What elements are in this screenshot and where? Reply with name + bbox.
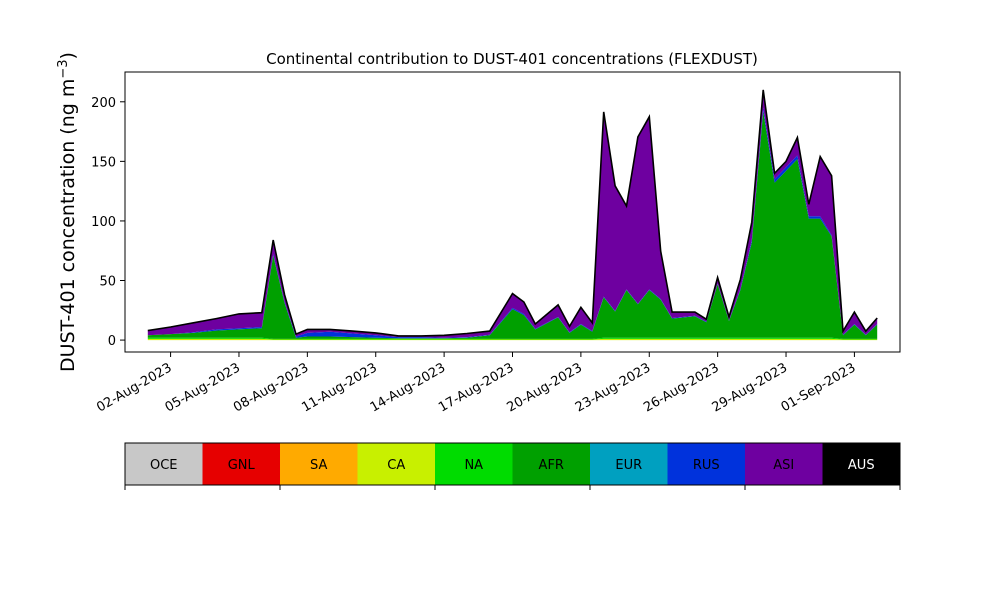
x-tick-label: 26-Aug-2023 — [641, 360, 721, 415]
legend-swatch-ca — [357, 443, 436, 485]
legend-label-gnl: GNL — [228, 458, 256, 473]
x-tick-label: 23-Aug-2023 — [573, 360, 653, 415]
x-tick-label: 11-Aug-2023 — [299, 360, 379, 415]
y-tick-label: 150 — [91, 155, 116, 170]
chart-title: Continental contribution to DUST-401 con… — [266, 50, 758, 68]
legend-label-sa: SA — [310, 458, 327, 473]
area-layers — [147, 89, 878, 341]
y-axis-label-main: DUST-401 concentration (ng m — [57, 79, 79, 372]
y-axis-label: DUST-401 concentration (ng m−3) — [56, 52, 79, 372]
legend: OCE GNL SA CA NA AFR EUR RUS ASI AUS — [124, 442, 901, 490]
legend-label-asi: ASI — [773, 458, 794, 473]
x-tick-label: 29-Aug-2023 — [710, 360, 790, 415]
legend-label-na: NA — [464, 458, 483, 473]
y-tick-label: 200 — [91, 96, 116, 111]
legend-swatch-oce — [125, 443, 203, 485]
area-afr — [147, 111, 878, 339]
legend-label-eur: EUR — [615, 458, 642, 473]
legend-swatch-aus — [822, 443, 901, 485]
x-tick-label: 02-Aug-2023 — [94, 360, 174, 415]
legend-label-ca: CA — [387, 458, 405, 473]
legend-frame — [124, 442, 901, 486]
x-tick-label: 08-Aug-2023 — [231, 360, 311, 415]
legend-label-rus: RUS — [693, 458, 720, 473]
legend-label-oce: OCE — [150, 458, 178, 473]
legend-swatch-sa — [280, 443, 358, 485]
y-tick-label: 0 — [108, 334, 116, 349]
area-na — [147, 337, 878, 340]
legend-swatch-gnl — [202, 443, 281, 485]
legend-label-aus: AUS — [848, 458, 875, 473]
x-axis: 02-Aug-202305-Aug-202308-Aug-202311-Aug-… — [94, 352, 858, 416]
x-tick-label: 05-Aug-2023 — [163, 360, 243, 415]
legend-swatch-rus — [667, 443, 746, 485]
legend-swatch-asi — [745, 443, 823, 485]
x-tick-label: 14-Aug-2023 — [368, 360, 448, 415]
plot-frame — [124, 71, 901, 353]
y-tick-label: 100 — [91, 215, 116, 230]
legend-label-afr: AFR — [539, 458, 564, 473]
x-tick-label: 17-Aug-2023 — [436, 360, 516, 415]
legend-swatch-eur — [590, 443, 668, 485]
legend-swatch-afr — [512, 443, 591, 485]
y-axis-label-end: ) — [57, 52, 79, 59]
x-tick-label: 01-Sep-2023 — [779, 360, 859, 415]
y-axis: 0 50 100 150 200 — [91, 96, 125, 349]
total-outline — [147, 89, 878, 337]
y-axis-label-sup: −3 — [56, 59, 71, 78]
legend-swatch-na — [435, 443, 513, 485]
y-tick-label: 50 — [99, 275, 116, 290]
x-tick-label: 20-Aug-2023 — [505, 360, 585, 415]
